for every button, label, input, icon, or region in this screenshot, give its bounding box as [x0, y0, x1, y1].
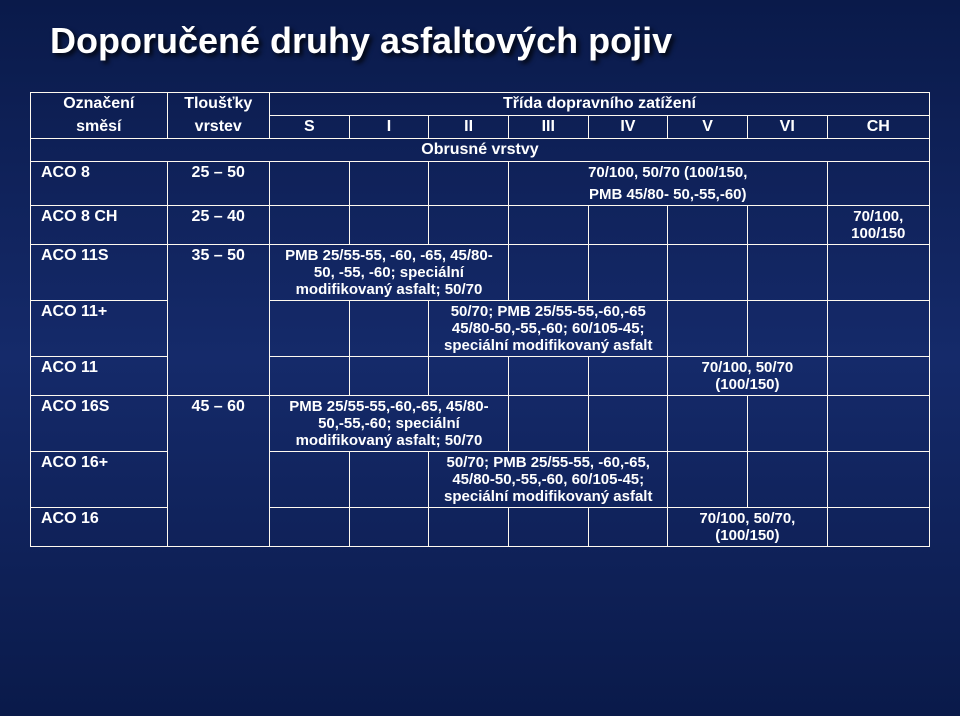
row-aco11-cell: 70/100, 50/70 (100/150): [668, 357, 827, 396]
row-aco8ch-ch: 70/100, 100/150: [827, 206, 929, 245]
hdr-iv: IV: [588, 116, 668, 139]
row-aco11s-name: ACO 11S: [31, 245, 168, 301]
hdr-zat: Třída dopravního zatížení: [269, 93, 929, 116]
row-aco11s-cell: PMB 25/55-55, -60, -65, 45/80-50, -55, -…: [269, 245, 508, 301]
hdr-i: I: [349, 116, 429, 139]
row-aco16p-cell: 50/70; PMB 25/55-55, -60,-65, 45/80-50,-…: [429, 452, 668, 508]
section-obrusne: Obrusné vrstvy: [31, 139, 930, 162]
row-aco11-name: ACO 11: [31, 357, 168, 396]
row-aco11p-cell: 50/70; PMB 25/55-55,-60,-65 45/80-50,-55…: [429, 301, 668, 357]
row-aco16-name: ACO 16: [31, 508, 168, 547]
row-aco16s-thick: 45 – 60: [167, 396, 269, 452]
row-aco11s-thick: 35 – 50: [167, 245, 269, 301]
hdr-ii: II: [429, 116, 509, 139]
row-aco16s-name: ACO 16S: [31, 396, 168, 452]
hdr-ch: CH: [827, 116, 929, 139]
row-aco16p-name: ACO 16+: [31, 452, 168, 508]
hdr-v: V: [668, 116, 748, 139]
slide-title: Doporučené druhy asfaltových pojiv: [30, 20, 930, 62]
row-aco8-name: ACO 8: [31, 162, 168, 185]
row-aco11p-name: ACO 11+: [31, 301, 168, 357]
hdr-col1-l2: směsí: [31, 116, 168, 139]
row-aco16-cell: 70/100, 50/70, (100/150): [668, 508, 827, 547]
hdr-col2-l2: vrstev: [167, 116, 269, 139]
hdr-vi: VI: [747, 116, 827, 139]
row-aco8ch-thick: 25 – 40: [167, 206, 269, 245]
hdr-col1-l1: Označení: [31, 93, 168, 116]
row-aco16s-cell: PMB 25/55-55,-60,-65, 45/80-50,-55,-60; …: [269, 396, 508, 452]
hdr-col2-l1: Tloušťky: [167, 93, 269, 116]
row-aco8-spec2: PMB 45/80- 50,-55,-60): [508, 184, 827, 206]
row-aco8-spec: 70/100, 50/70 (100/150,: [508, 162, 827, 185]
hdr-s: S: [269, 116, 349, 139]
asphalt-table: Označení Tloušťky Třída dopravního zatíž…: [30, 92, 930, 547]
row-aco8ch-name: ACO 8 CH: [31, 206, 168, 245]
hdr-iii: III: [508, 116, 588, 139]
row-aco8-thick: 25 – 50: [167, 162, 269, 185]
